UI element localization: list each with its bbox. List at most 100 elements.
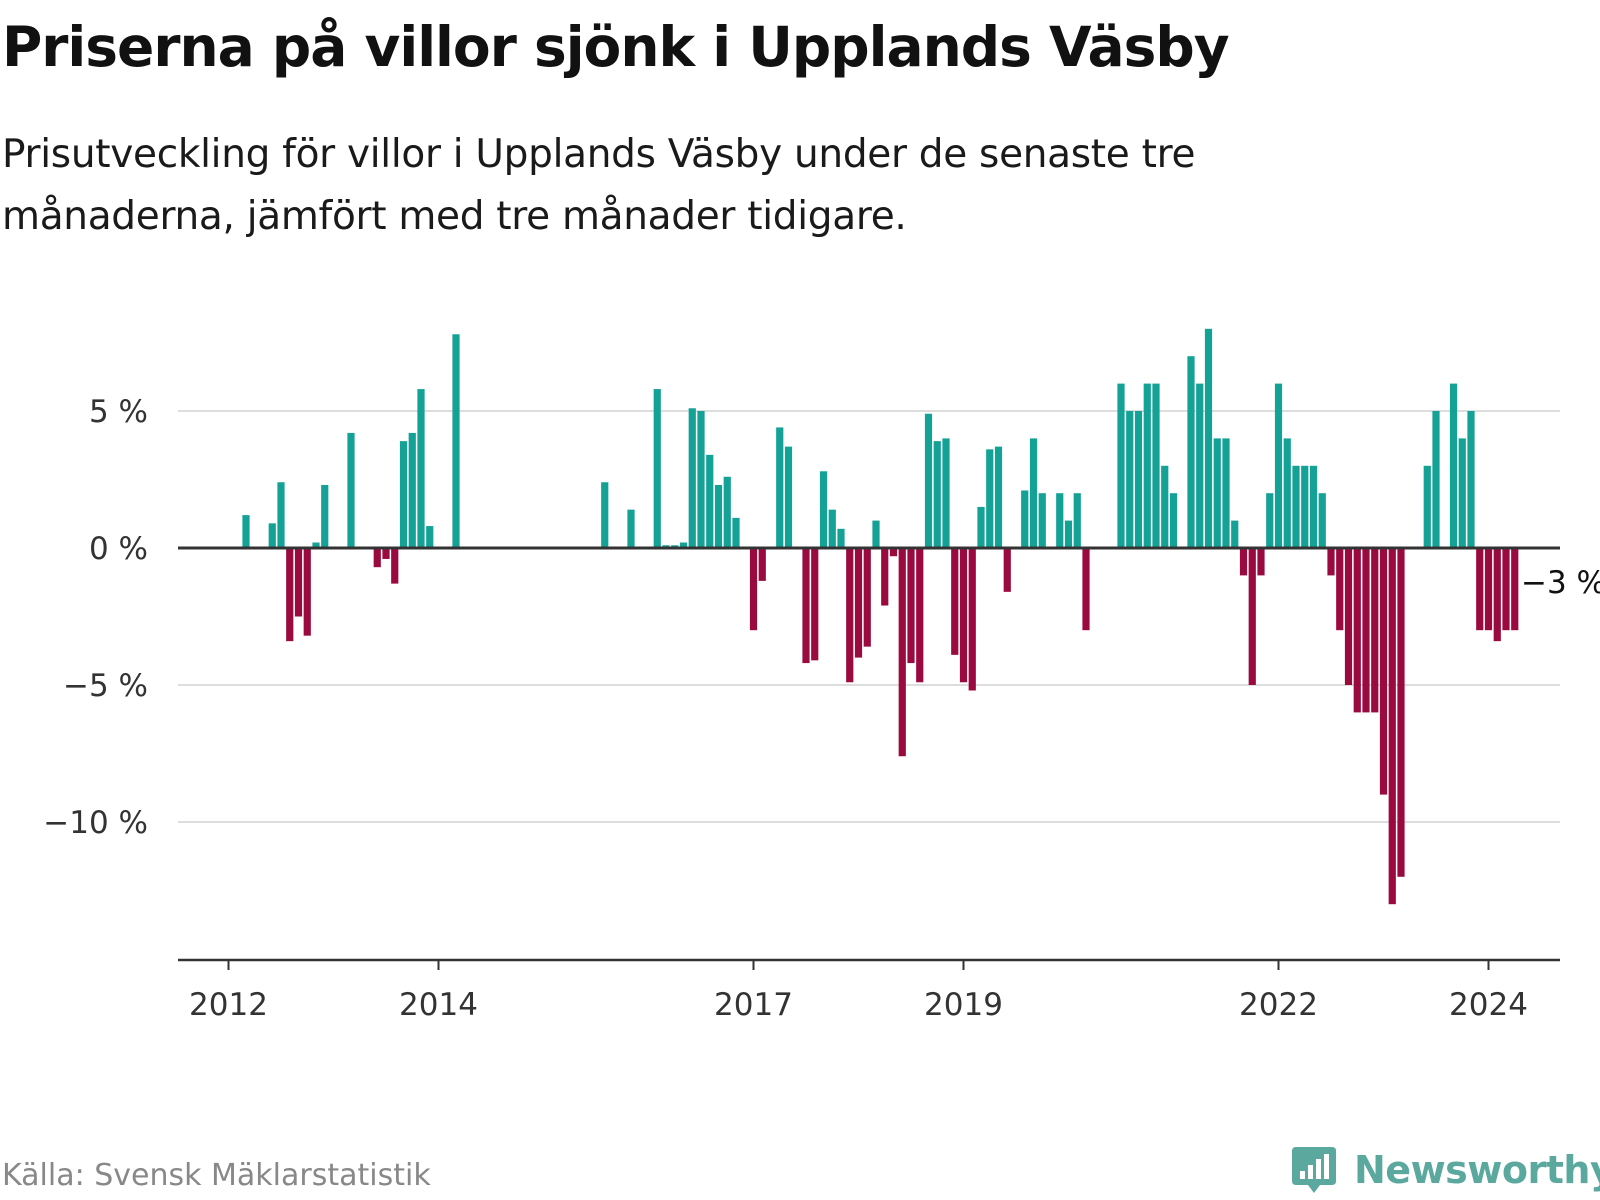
bar [1082,548,1090,631]
bar [312,542,320,548]
chart-subtitle: Prisutveckling för villor i Upplands Väs… [2,132,1196,239]
labels: 5 % 0 % −5 % −10 % 2012 2014 2017 2019 2022 2024 −… [43,394,1600,1023]
bar [1511,548,1519,631]
brand-name: Newsworthy [1354,1148,1600,1192]
bar [898,548,906,757]
bar [1379,548,1388,795]
bar [1213,438,1221,548]
bar [933,441,941,548]
bar [732,517,740,548]
bar [1371,548,1379,713]
bar [1336,548,1344,631]
x-tick-label: 2019 [924,987,1003,1023]
bar [959,548,968,683]
bar [1266,493,1274,548]
x-tick-label: 2014 [399,987,478,1023]
bar [1502,548,1510,631]
bar [1458,438,1466,548]
bar [924,413,933,548]
bar [854,548,863,658]
bar [1064,520,1073,548]
bar [268,523,276,548]
bar [776,427,784,548]
bar [1029,438,1038,548]
bar [373,548,381,568]
bar [994,446,1003,548]
bar [1126,411,1134,548]
bar [1038,493,1046,548]
bar [1187,356,1195,548]
x-tick-label: 2012 [189,987,268,1023]
bar [1117,383,1125,548]
bar [382,548,390,559]
bar [837,528,845,548]
bar [1274,383,1283,548]
bar [951,548,959,655]
bar [714,484,723,548]
bar [968,548,976,691]
bar [627,509,635,548]
bar [986,449,994,548]
y-tick-label: 0 % [89,531,148,567]
bar [942,438,950,548]
axes [178,546,1560,970]
bar [452,334,460,548]
bar [846,548,854,683]
bar [1021,490,1029,548]
bar [872,520,880,548]
bar [1257,548,1265,576]
bar [601,482,609,548]
x-tick-label: 2024 [1449,987,1528,1023]
bar [1134,411,1143,548]
bar [1493,548,1501,642]
bar [828,509,836,548]
bar-chart-speech-icon [1292,1147,1336,1193]
bar [1327,548,1335,576]
annotation-label: −3 % [1521,565,1600,601]
bars [242,328,1519,905]
bar [1397,548,1405,877]
bar [277,482,285,548]
bar [1169,493,1178,548]
bar [688,408,696,548]
bar [1344,548,1353,685]
bar [1309,465,1318,548]
bar [426,526,434,548]
y-tick-label: −10 % [43,805,148,841]
bar [408,432,416,548]
bar [1362,548,1370,713]
bar [1318,493,1326,548]
bar [907,548,915,664]
bar [1301,465,1309,548]
bar [889,548,898,557]
source-note: Källa: Svensk Mäklarstatistik [2,1158,431,1193]
bar [811,548,819,661]
bar [1056,493,1064,548]
bar [802,548,810,664]
bar [679,542,688,548]
bar [1003,548,1011,592]
bar [347,432,355,548]
bar [1353,548,1361,713]
x-tick-label: 2022 [1239,987,1318,1023]
bar [391,548,399,584]
bar [294,548,303,617]
bar [417,389,425,548]
bar [819,471,828,548]
bar [1152,383,1160,548]
bar [1432,411,1440,548]
bar [1073,493,1081,548]
bar [1467,411,1475,548]
bar [1292,465,1300,548]
chart-title: Priserna på villor sjönk i Upplands Väsb… [2,15,1230,79]
bar [1196,383,1204,548]
bar [653,389,661,548]
brand: Newsworthy [1290,1140,1600,1200]
bar [881,548,889,606]
bar [977,506,985,548]
bar [706,454,714,548]
bar [749,548,758,631]
bar [1476,548,1484,631]
bar [1204,328,1213,548]
bar [1231,520,1239,548]
